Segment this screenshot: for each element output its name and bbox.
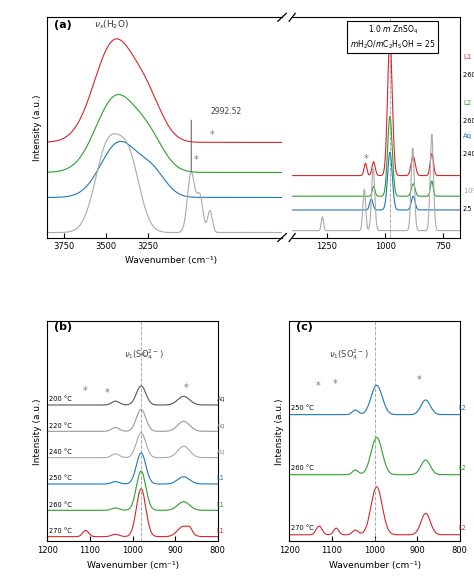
Text: L1: L1 <box>217 528 224 534</box>
Text: *: * <box>82 386 87 396</box>
Text: 10% C$_2$H$_5$OH (aq): 10% C$_2$H$_5$OH (aq) <box>463 186 474 196</box>
Text: 250 °C: 250 °C <box>49 475 72 481</box>
Text: (c): (c) <box>296 322 313 332</box>
Text: $\nu_1$(SO$_4^{2-}$): $\nu_1$(SO$_4^{2-}$) <box>124 347 164 362</box>
Text: *: * <box>183 382 188 393</box>
Text: L1: L1 <box>217 475 224 481</box>
Text: L2: L2 <box>458 465 466 471</box>
X-axis label: Wavenumber (cm⁻¹): Wavenumber (cm⁻¹) <box>87 561 179 570</box>
Text: Aq: Aq <box>217 449 225 455</box>
Text: 200 °C: 200 °C <box>49 396 72 402</box>
Text: 240 °C: 240 °C <box>463 151 474 157</box>
Text: 1.0 $m$ ZnSO$_4$
$m$H$_2$O/$m$C$_2$H$_5$OH = 25: 1.0 $m$ ZnSO$_4$ $m$H$_2$O/$m$C$_2$H$_5$… <box>350 24 436 51</box>
Text: *: * <box>105 388 109 399</box>
Text: 250 °C: 250 °C <box>291 405 313 411</box>
Text: (a): (a) <box>55 20 72 31</box>
Text: *: * <box>316 381 321 391</box>
X-axis label: Wavenumber (cm⁻¹): Wavenumber (cm⁻¹) <box>328 561 420 570</box>
Text: Aq: Aq <box>217 423 225 429</box>
Text: *: * <box>210 130 214 141</box>
Text: *: * <box>417 374 422 385</box>
Text: L2: L2 <box>463 100 471 106</box>
Text: 240 °C: 240 °C <box>49 449 72 455</box>
Text: *: * <box>194 156 199 165</box>
Text: 260 °C: 260 °C <box>49 502 72 507</box>
Text: *: * <box>364 154 368 164</box>
Text: (b): (b) <box>54 322 73 332</box>
Text: L2: L2 <box>458 525 466 531</box>
Text: $\nu_s$(H$_2$O): $\nu_s$(H$_2$O) <box>93 18 128 31</box>
Text: Aq: Aq <box>217 396 225 402</box>
Text: $\nu_1$(SO$_4^{2-}$): $\nu_1$(SO$_4^{2-}$) <box>362 24 404 38</box>
Text: 260 °C: 260 °C <box>463 71 474 78</box>
Text: $\nu_1$(SO$_4^{2-}$): $\nu_1$(SO$_4^{2-}$) <box>329 347 369 362</box>
Text: 25 °C: 25 °C <box>463 206 474 212</box>
Text: Aq: Aq <box>463 133 472 139</box>
Text: L2: L2 <box>458 405 466 411</box>
Text: 260 °C: 260 °C <box>291 465 313 471</box>
Text: *: * <box>333 378 338 389</box>
Text: 270 °C: 270 °C <box>291 525 313 531</box>
Text: 220 °C: 220 °C <box>49 423 72 429</box>
Text: 270 °C: 270 °C <box>49 528 72 534</box>
Text: 260 °C: 260 °C <box>463 118 474 124</box>
Text: 2992.52: 2992.52 <box>210 107 241 116</box>
Text: L1: L1 <box>463 54 472 60</box>
Text: Wavenumber (cm⁻¹): Wavenumber (cm⁻¹) <box>125 256 217 265</box>
Y-axis label: Intensity (a.u.): Intensity (a.u.) <box>33 94 42 161</box>
Text: L1: L1 <box>217 502 224 507</box>
Y-axis label: Intensity (a.u.): Intensity (a.u.) <box>33 398 42 465</box>
Y-axis label: Intensity (a.u.): Intensity (a.u.) <box>275 398 284 465</box>
